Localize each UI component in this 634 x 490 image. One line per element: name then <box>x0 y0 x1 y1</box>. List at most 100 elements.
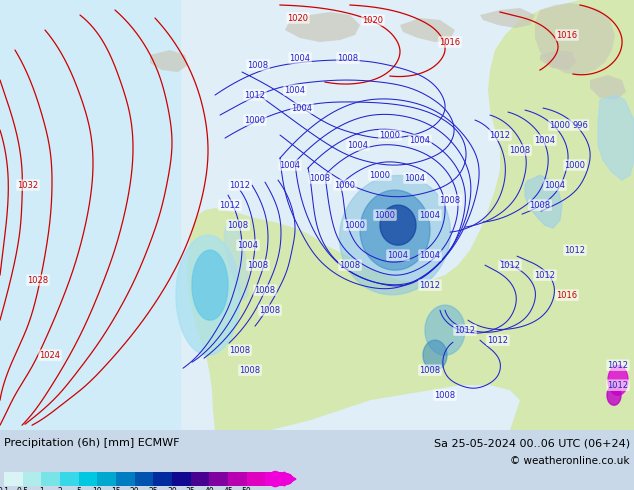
Text: 1004: 1004 <box>290 53 311 63</box>
Text: 1024: 1024 <box>39 351 60 360</box>
Text: 1008: 1008 <box>259 306 281 315</box>
FancyBboxPatch shape <box>116 472 134 486</box>
Polygon shape <box>340 175 450 294</box>
Text: 30: 30 <box>167 487 177 490</box>
Polygon shape <box>284 472 296 486</box>
Text: 1000: 1000 <box>380 130 401 140</box>
Text: 1012: 1012 <box>564 245 586 255</box>
Text: 20: 20 <box>130 487 139 490</box>
Text: 45: 45 <box>223 487 233 490</box>
Text: 1004: 1004 <box>420 250 441 260</box>
FancyBboxPatch shape <box>191 472 209 486</box>
FancyBboxPatch shape <box>209 472 228 486</box>
Text: 1000: 1000 <box>245 116 266 124</box>
Text: 1000: 1000 <box>335 181 356 190</box>
Text: 1004: 1004 <box>280 161 301 170</box>
Text: 1008: 1008 <box>434 391 456 400</box>
Text: 1008: 1008 <box>254 286 276 294</box>
Polygon shape <box>192 250 228 320</box>
FancyBboxPatch shape <box>23 472 41 486</box>
Polygon shape <box>607 385 621 405</box>
Text: 2: 2 <box>58 487 62 490</box>
Text: 1000: 1000 <box>550 121 571 129</box>
Text: 1012: 1012 <box>488 336 508 344</box>
Text: 1008: 1008 <box>247 261 269 270</box>
FancyBboxPatch shape <box>134 472 153 486</box>
Text: 1000: 1000 <box>344 220 365 230</box>
Text: 1004: 1004 <box>545 181 566 190</box>
Text: 25: 25 <box>148 487 158 490</box>
FancyBboxPatch shape <box>60 472 79 486</box>
Text: 35: 35 <box>186 487 195 490</box>
Polygon shape <box>598 95 634 180</box>
FancyBboxPatch shape <box>79 472 98 486</box>
Text: 40: 40 <box>204 487 214 490</box>
FancyBboxPatch shape <box>41 472 60 486</box>
Polygon shape <box>590 75 626 100</box>
Text: 50: 50 <box>242 487 252 490</box>
Polygon shape <box>228 311 275 360</box>
Text: 1012: 1012 <box>455 326 476 335</box>
Text: 15: 15 <box>111 487 121 490</box>
Text: 1012: 1012 <box>219 200 240 210</box>
Polygon shape <box>150 50 188 72</box>
Text: 1008: 1008 <box>529 200 550 210</box>
Text: 1008: 1008 <box>228 220 249 230</box>
Text: 1020: 1020 <box>287 14 309 23</box>
Text: 1004: 1004 <box>387 250 408 260</box>
Text: 1008: 1008 <box>337 53 359 63</box>
Text: 1008: 1008 <box>510 146 531 154</box>
FancyBboxPatch shape <box>266 472 284 486</box>
Text: Precipitation (6h) [mm] ECMWF: Precipitation (6h) [mm] ECMWF <box>4 438 179 448</box>
Bar <box>0 0 180 430</box>
Text: 10: 10 <box>93 487 102 490</box>
Text: 1016: 1016 <box>557 291 578 300</box>
Text: 1: 1 <box>39 487 44 490</box>
Text: 1028: 1028 <box>27 276 49 285</box>
Text: 1012: 1012 <box>230 181 250 190</box>
Text: 1004: 1004 <box>404 173 425 183</box>
Text: 1004: 1004 <box>285 86 306 95</box>
Text: 0.1: 0.1 <box>0 487 10 490</box>
Text: 1008: 1008 <box>339 261 361 270</box>
Text: 1004: 1004 <box>410 136 430 145</box>
Text: 1008: 1008 <box>439 196 460 205</box>
Polygon shape <box>525 175 562 228</box>
Text: 1012: 1012 <box>489 130 510 140</box>
FancyBboxPatch shape <box>228 472 247 486</box>
FancyBboxPatch shape <box>172 472 191 486</box>
Text: 1012: 1012 <box>245 91 266 99</box>
Text: 1008: 1008 <box>240 366 261 375</box>
Text: 1000: 1000 <box>564 161 586 170</box>
Polygon shape <box>176 235 240 355</box>
Text: 1004: 1004 <box>534 136 555 145</box>
Polygon shape <box>187 0 634 430</box>
Text: 1032: 1032 <box>18 181 39 190</box>
Polygon shape <box>540 50 576 70</box>
Text: 1004: 1004 <box>292 103 313 113</box>
Text: 1000: 1000 <box>375 211 396 220</box>
Text: 1004: 1004 <box>347 141 368 149</box>
Polygon shape <box>608 365 628 395</box>
Text: 1008: 1008 <box>230 345 250 355</box>
Polygon shape <box>360 190 430 270</box>
Text: Sa 25-05-2024 00..06 UTC (06+24): Sa 25-05-2024 00..06 UTC (06+24) <box>434 438 630 448</box>
FancyBboxPatch shape <box>153 472 172 486</box>
FancyBboxPatch shape <box>98 472 116 486</box>
Polygon shape <box>224 220 248 300</box>
Polygon shape <box>380 205 416 245</box>
Text: 1020: 1020 <box>363 16 384 24</box>
FancyBboxPatch shape <box>247 472 266 486</box>
Text: 1012: 1012 <box>534 270 555 280</box>
Text: 5: 5 <box>76 487 81 490</box>
Text: 1004: 1004 <box>420 211 441 220</box>
Polygon shape <box>400 18 455 42</box>
Polygon shape <box>285 12 360 42</box>
Text: 996: 996 <box>572 121 588 129</box>
Text: 1004: 1004 <box>238 241 259 249</box>
Polygon shape <box>423 340 447 370</box>
Text: 1012: 1012 <box>607 361 628 369</box>
Text: 1008: 1008 <box>247 61 269 70</box>
Text: 1016: 1016 <box>439 38 460 47</box>
Text: 1012: 1012 <box>420 281 441 290</box>
